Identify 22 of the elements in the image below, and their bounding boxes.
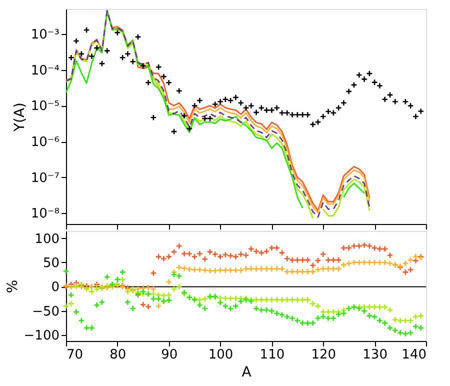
- y-tick-label: 10⁻³: [30, 28, 60, 43]
- x-tick-label: 120: [311, 348, 336, 362]
- y-tick-label: 0: [51, 280, 60, 296]
- y-tick-label: 10⁻⁵: [30, 99, 60, 114]
- y-tick-label: −100: [24, 328, 60, 344]
- x-tick-label: 70: [66, 348, 84, 362]
- x-tick-label: 130: [362, 348, 388, 362]
- y-tick-label: 50: [42, 256, 60, 271]
- y-tick-label: 10⁻⁶: [30, 135, 60, 150]
- x-tick-label: 110: [260, 348, 285, 362]
- x-tick-label: 80: [110, 348, 126, 362]
- x-tick-label: 100: [208, 348, 234, 362]
- y-tick-label: 10⁻⁷: [30, 170, 60, 186]
- y-tick-label: 10⁻⁴: [30, 63, 60, 78]
- y-axis-title: Y(A): [12, 102, 28, 133]
- y-tick-label: −50: [32, 304, 60, 320]
- x-axis-title: A: [242, 364, 252, 380]
- y-axis-title: %: [4, 280, 21, 294]
- y-tick-label: 10⁻⁸: [30, 206, 60, 222]
- x-tick-label: 140: [402, 348, 426, 362]
- x-tick-label: 90: [161, 348, 178, 362]
- y-tick-label: 100: [34, 232, 60, 247]
